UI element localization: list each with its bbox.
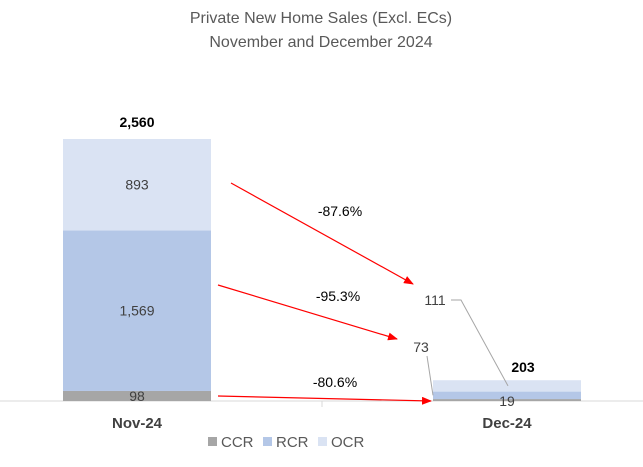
bar-ocr-dec-24 [433, 380, 581, 392]
leader-line-rcr [426, 355, 434, 396]
chart-subtitle: November and December 2024 [209, 34, 432, 51]
legend-swatch-ccr [208, 437, 217, 446]
change-label-ocr: -87.6% [318, 203, 362, 219]
x-tick-label-nov-24: Nov-24 [112, 415, 163, 432]
legend: CCR RCR OCR [208, 434, 365, 451]
change-arrow-ccr [217, 395, 432, 405]
bar-rcr-nov-24 [63, 230, 211, 391]
change-arrow-ocr [230, 182, 414, 285]
bar-ccr-dec-24 [433, 399, 581, 401]
data-label-rcr-dec: 73 [413, 339, 429, 355]
change-label-rcr: -95.3% [316, 288, 360, 304]
legend-swatch-ocr [318, 437, 327, 446]
change-arrow-rcr [217, 284, 398, 341]
legend-swatch-rcr [263, 437, 272, 446]
total-label-dec-24: 203 [511, 359, 535, 375]
legend-label-ocr: OCR [331, 434, 365, 451]
bar-rcr-dec-24 [433, 391, 581, 400]
change-label-ccr: -80.6% [313, 374, 357, 390]
legend-label-rcr: RCR [276, 434, 309, 451]
total-label-nov-24: 2,560 [119, 114, 154, 130]
x-tick-label-dec-24: Dec-24 [482, 415, 532, 432]
data-label-ccr-nov: 98 [129, 388, 145, 404]
legend-label-ccr: CCR [221, 434, 254, 451]
bar-ccr-nov-24 [63, 390, 211, 401]
plot-area: 98 1,569 893 19 73 111 2,560 203 -87.6% -95.3% -80… [0, 114, 643, 432]
data-label-ocr-dec: 111 [424, 292, 445, 308]
data-label-ocr-nov: 893 [125, 177, 149, 193]
bar-ocr-nov-24 [63, 139, 211, 231]
chart-title: Private New Home Sales (Excl. ECs) [190, 10, 452, 27]
data-label-rcr-nov: 1,569 [119, 303, 154, 319]
leader-line-ocr [451, 299, 509, 387]
data-label-ccr-dec: 19 [499, 393, 515, 409]
